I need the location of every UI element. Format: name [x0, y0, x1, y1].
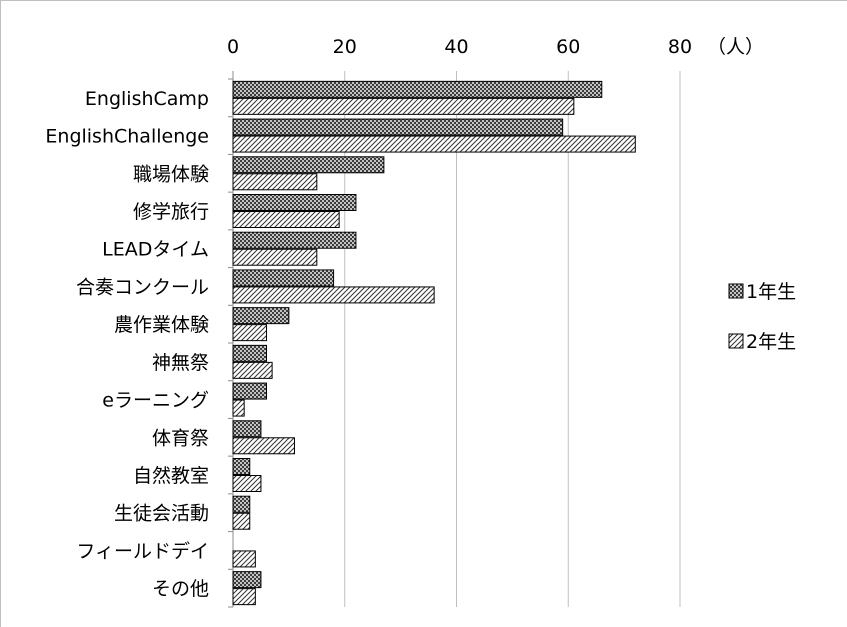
bar-series1 [232, 420, 262, 438]
legend-label: 1年生 [746, 281, 796, 303]
bar-series1 [232, 156, 385, 174]
bar-series2 [232, 173, 318, 191]
bar-series2 [232, 286, 435, 304]
x-tick-label: 0 [227, 36, 239, 58]
x-tick-label: 40 [444, 36, 468, 58]
bar-series2 [232, 248, 318, 266]
bar-series1 [232, 231, 357, 249]
category-label: 職場体験 [133, 163, 209, 185]
legend-swatch [728, 283, 744, 299]
bar-series2 [232, 324, 268, 342]
bar-series2 [232, 475, 262, 492]
bar-series2 [232, 550, 256, 568]
bar-series2 [232, 588, 256, 606]
bar-series2 [232, 135, 636, 153]
category-label: 自然教室 [133, 465, 209, 487]
bar-series1 [232, 495, 251, 513]
category-label: フィールドデイ [76, 540, 209, 562]
bars [232, 80, 636, 606]
bar-series2 [232, 361, 273, 379]
category-label: LEADタイム [102, 239, 209, 261]
x-tick-label: 20 [333, 36, 357, 58]
bar-series2 [232, 399, 245, 417]
category-label: その他 [152, 578, 209, 600]
legend: 1年生 2年生 [728, 281, 796, 353]
bar-series1 [232, 194, 357, 211]
category-label: 農作業体験 [114, 314, 209, 336]
x-tick-label: 60 [556, 36, 580, 58]
legend-swatch [728, 333, 744, 349]
category-label: EnglishChallenge [45, 126, 209, 148]
category-label: 体育祭 [152, 427, 209, 449]
bar-series1 [232, 571, 262, 589]
bar-series2 [232, 97, 575, 115]
bar-series1 [232, 307, 290, 325]
category-label: 神無祭 [152, 352, 209, 374]
bar-series1 [232, 269, 335, 287]
bar-series1 [232, 458, 251, 475]
bar-series2 [232, 211, 340, 228]
bar-series2 [232, 437, 295, 455]
bar-series1 [232, 382, 268, 400]
bar-series1 [232, 80, 603, 98]
legend-label: 2年生 [746, 331, 796, 353]
x-axis-ticks: 0 20 40 60 80 [227, 36, 692, 58]
category-label: eラーニング [102, 390, 209, 412]
bar-series2 [232, 512, 251, 530]
bar-series1 [232, 118, 564, 136]
x-tick-label: 80 [668, 36, 692, 58]
unit-label: （人） [707, 36, 764, 58]
category-label: 合奏コンクール [76, 276, 209, 298]
category-label: 生徒会活動 [114, 503, 209, 525]
bar-series1 [232, 344, 268, 362]
category-label: 修学旅行 [133, 201, 209, 223]
category-label: EnglishCamp [85, 88, 209, 110]
